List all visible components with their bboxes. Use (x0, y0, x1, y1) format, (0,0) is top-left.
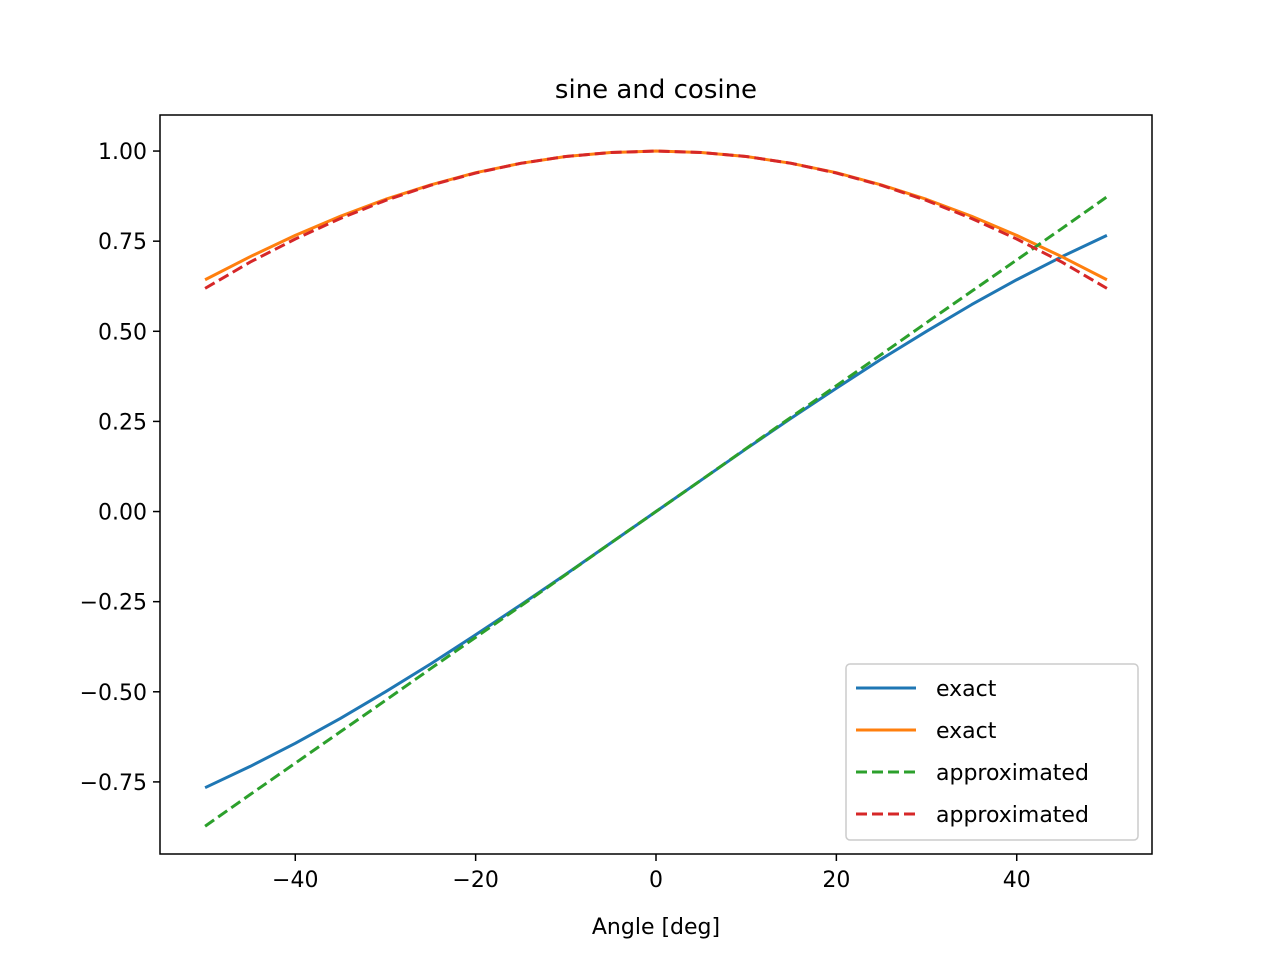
series-line-4 (204, 149, 1108, 290)
x-tick-label: 0 (649, 868, 663, 893)
y-tick-label: 0.50 (98, 320, 147, 345)
y-tick-label: 0.25 (98, 410, 147, 435)
legend-label: approximated (936, 803, 1089, 828)
legend: exact exact approximated approximated (845, 663, 1139, 841)
x-tick-label: −20 (452, 868, 498, 893)
legend-label: approximated (936, 761, 1089, 786)
x-tick-label: 40 (1003, 868, 1031, 893)
series-line-3 (204, 195, 1108, 828)
x-axis: −40 −20 0 20 40 (272, 854, 1031, 893)
chart-title: sine and cosine (555, 75, 757, 105)
legend-box (845, 663, 1139, 841)
x-tick-label: 20 (822, 868, 850, 893)
x-axis-label: Angle [deg] (592, 915, 720, 940)
y-tick-label: −0.75 (80, 771, 147, 796)
plot-lines (204, 149, 1108, 828)
legend-label: exact (936, 677, 997, 702)
legend-label: exact (936, 719, 997, 744)
x-tick-label: −40 (272, 868, 318, 893)
y-tick-label: 0.00 (98, 501, 147, 526)
y-tick-label: 1.00 (98, 140, 147, 165)
y-axis: 1.00 0.75 0.50 0.25 0.00 −0.25 −0.50 −0.75 (80, 140, 160, 796)
y-tick-label: 0.75 (98, 230, 147, 255)
y-tick-label: −0.50 (80, 681, 147, 706)
y-tick-label: −0.25 (80, 591, 147, 616)
series-line-2 (204, 149, 1108, 282)
